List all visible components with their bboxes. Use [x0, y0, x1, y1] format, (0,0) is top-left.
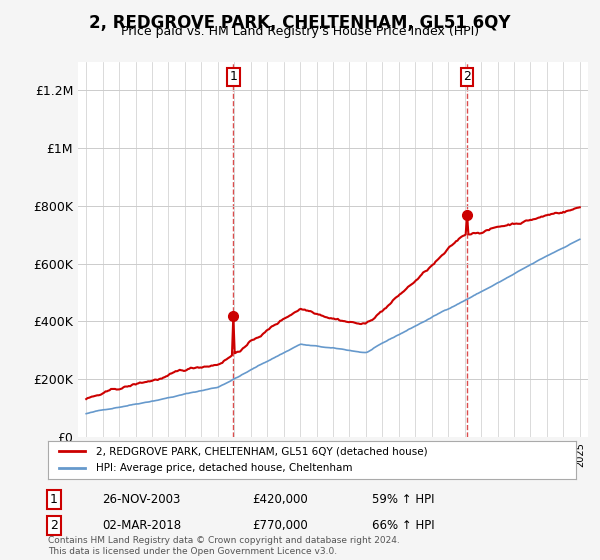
Text: 2: 2	[50, 519, 58, 532]
Text: 66% ↑ HPI: 66% ↑ HPI	[372, 519, 434, 532]
Text: 1: 1	[229, 70, 237, 83]
Text: Price paid vs. HM Land Registry's House Price Index (HPI): Price paid vs. HM Land Registry's House …	[121, 25, 479, 38]
Text: 59% ↑ HPI: 59% ↑ HPI	[372, 493, 434, 506]
Text: Contains HM Land Registry data © Crown copyright and database right 2024.
This d: Contains HM Land Registry data © Crown c…	[48, 536, 400, 556]
Text: 2, REDGROVE PARK, CHELTENHAM, GL51 6QY (detached house): 2, REDGROVE PARK, CHELTENHAM, GL51 6QY (…	[95, 446, 427, 456]
Text: £420,000: £420,000	[252, 493, 308, 506]
Text: 2: 2	[463, 70, 471, 83]
Text: 2, REDGROVE PARK, CHELTENHAM, GL51 6QY: 2, REDGROVE PARK, CHELTENHAM, GL51 6QY	[89, 14, 511, 32]
Text: 26-NOV-2003: 26-NOV-2003	[102, 493, 181, 506]
Text: 02-MAR-2018: 02-MAR-2018	[102, 519, 181, 532]
Text: £770,000: £770,000	[252, 519, 308, 532]
Text: HPI: Average price, detached house, Cheltenham: HPI: Average price, detached house, Chel…	[95, 463, 352, 473]
Text: 1: 1	[50, 493, 58, 506]
